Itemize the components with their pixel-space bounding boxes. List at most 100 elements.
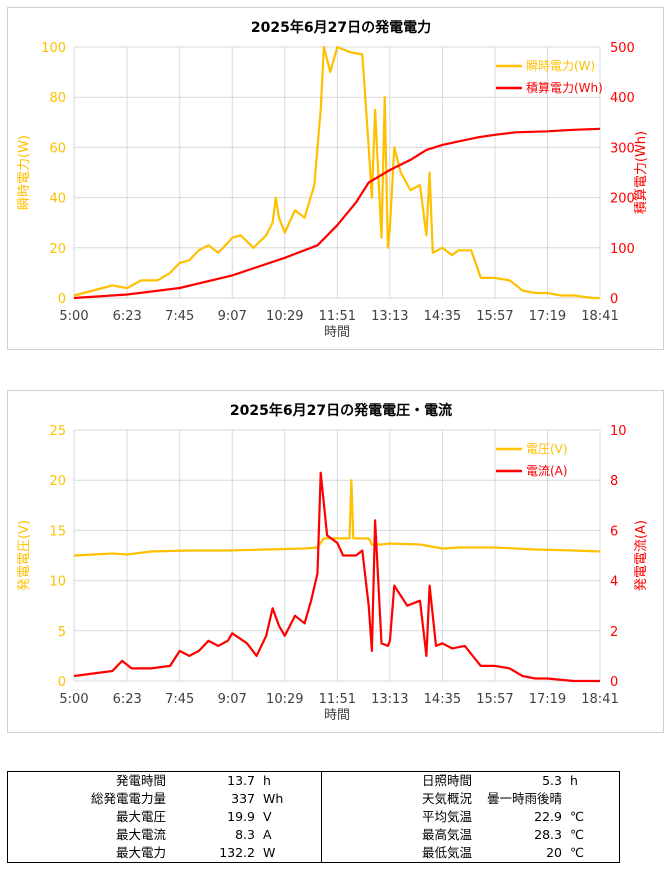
- series-line-2: [73, 127, 601, 300]
- summary-row: 総発電電力量 337 Wh 天気概況 曇一時雨後晴: [7, 790, 620, 808]
- summary-row: 最大電流 8.3 A 最高気温 28.3 ℃: [7, 826, 620, 844]
- x-tick-label: 17:19: [529, 692, 566, 707]
- summary-value: 19.9: [227, 809, 255, 824]
- y-right-axis-label: 発電電流(A): [634, 520, 649, 591]
- y-left-tick-label: 40: [49, 192, 66, 207]
- x-tick-label: 15:57: [476, 692, 513, 707]
- y-left-tick-label: 10: [49, 575, 66, 590]
- y-left-tick-label: 20: [49, 474, 66, 489]
- y-right-tick-label: 8: [610, 474, 618, 489]
- summary-label: 最高気温: [421, 827, 472, 842]
- y-left-tick-label: 100: [41, 41, 66, 56]
- x-tick-label: 13:13: [371, 692, 408, 707]
- legend-label-1: 電圧(V): [526, 442, 568, 456]
- y-right-tick-label: 200: [610, 192, 635, 207]
- summary-unit: h: [566, 771, 620, 790]
- y-right-tick-label: 6: [610, 524, 618, 539]
- summary-label: 総発電電力量: [7, 790, 166, 808]
- y-left-tick-label: 0: [58, 292, 66, 307]
- x-axis-label: 時間: [324, 708, 350, 723]
- y-right-axis-label: 積算電力(Wh): [634, 131, 649, 214]
- summary-value: 22.9: [534, 809, 562, 824]
- legend-label-1: 瞬時電力(W): [526, 59, 595, 73]
- x-tick-label: 14:35: [424, 692, 461, 707]
- y-left-tick-label: 20: [49, 242, 66, 257]
- legend-label-2: 積算電力(Wh): [526, 80, 603, 95]
- summary-unit: ℃: [566, 808, 620, 826]
- summary-value: 8.3: [235, 827, 255, 842]
- series-line-1: [73, 479, 601, 557]
- y-left-tick-label: 0: [58, 675, 66, 690]
- daily-summary-table: 発電時間 13.7 h 日照時間 5.3 h 総発電電力量 337 Wh 天気概況 曇一時雨後晴 最大…: [7, 771, 620, 863]
- y-left-tick-label: 25: [49, 424, 66, 439]
- summary-unit: h: [259, 771, 322, 790]
- x-tick-label: 7:45: [165, 692, 194, 707]
- y-right-tick-label: 0: [610, 675, 618, 690]
- legend-label-2: 電流(A): [526, 464, 568, 478]
- power-chart-svg: 0 20 40 60 80 100 0 100 200 300 400 500 5:00 6:23 7:45…: [17, 19, 649, 340]
- x-tick-label: 11:51: [319, 309, 356, 324]
- x-tick-label: 5:00: [59, 309, 88, 324]
- x-tick-label: 13:13: [371, 309, 408, 324]
- y-left-tick-label: 5: [58, 625, 66, 640]
- summary-unit: V: [259, 808, 322, 826]
- summary-unit: A: [259, 826, 322, 844]
- summary-value: 20: [472, 844, 566, 863]
- summary-value: 132.2: [166, 844, 259, 863]
- x-tick-label: 5:00: [59, 692, 88, 707]
- summary-value: 337: [231, 791, 255, 806]
- x-tick-label: 18:41: [581, 692, 618, 707]
- y-right-tick-label: 300: [610, 141, 635, 156]
- power-chart: 0 20 40 60 80 100 0 100 200 300 400 500 5:00 6:23 7:45…: [7, 7, 664, 350]
- summary-value: 曇一時雨後晴: [486, 791, 562, 806]
- y-right-tick-label: 400: [610, 91, 635, 106]
- y-left-axis-label: 瞬時電力(W): [17, 135, 32, 210]
- voltage-current-chart: 0 5 10 15 20 25 0 2 4 6 8 10 5:00 6:23 7:45 9:07 10:29 11…: [7, 390, 664, 733]
- y-right-tick-label: 500: [610, 41, 635, 56]
- series-line-2: [73, 471, 600, 683]
- series-line-1: [73, 45, 600, 300]
- summary-unit: [566, 790, 620, 808]
- summary-row: 発電時間 13.7 h 日照時間 5.3 h: [7, 771, 620, 790]
- x-tick-label: 6:23: [113, 309, 142, 324]
- summary-label: 平均気温: [421, 809, 472, 824]
- x-tick-label: 17:19: [529, 309, 566, 324]
- summary-label: 最大電圧: [7, 808, 166, 826]
- y-right-tick-label: 4: [610, 575, 618, 590]
- summary-label: 発電時間: [7, 771, 166, 790]
- x-tick-label: 7:45: [165, 309, 194, 324]
- summary-label: 最大電流: [7, 826, 166, 844]
- x-tick-label: 10:29: [266, 692, 303, 707]
- x-tick-label: 15:57: [476, 309, 513, 324]
- summary-label: 最低気温: [321, 844, 472, 863]
- summary-unit: W: [259, 844, 322, 863]
- summary-value: 5.3: [472, 771, 566, 790]
- chart-title: 2025年6月27日の発電電圧・電流: [230, 402, 452, 419]
- y-right-tick-label: 100: [610, 242, 635, 257]
- chart-title: 2025年6月27日の発電電力: [251, 19, 431, 36]
- x-tick-label: 9:07: [218, 692, 247, 707]
- x-axis-label: 時間: [324, 325, 350, 340]
- y-left-tick-label: 60: [49, 141, 66, 156]
- x-tick-label: 6:23: [113, 692, 142, 707]
- summary-label: 天気概況: [421, 791, 472, 806]
- summary-row: 最大電力 132.2 W 最低気温 20 ℃: [7, 844, 620, 863]
- y-left-tick-label: 80: [49, 91, 66, 106]
- y-right-tick-label: 2: [610, 625, 618, 640]
- x-tick-label: 10:29: [266, 309, 303, 324]
- x-tick-label: 18:41: [581, 309, 618, 324]
- summary-value: 13.7: [166, 771, 259, 790]
- summary-label: 最大電力: [7, 844, 166, 863]
- summary-unit: ℃: [566, 826, 620, 844]
- voltage-current-chart-svg: 0 5 10 15 20 25 0 2 4 6 8 10 5:00 6:23 7:45 9:07 10:29 11…: [17, 402, 649, 723]
- x-tick-label: 14:35: [424, 309, 461, 324]
- summary-label: 日照時間: [321, 771, 472, 790]
- summary-unit: Wh: [259, 790, 322, 808]
- x-tick-label: 9:07: [218, 309, 247, 324]
- y-left-tick-label: 15: [49, 524, 66, 539]
- y-left-axis-label: 発電電圧(V): [17, 520, 32, 591]
- summary-unit: ℃: [566, 844, 620, 863]
- summary-value: 28.3: [534, 827, 562, 842]
- summary-row: 最大電圧 19.9 V 平均気温 22.9 ℃: [7, 808, 620, 826]
- y-right-tick-label: 0: [610, 292, 618, 307]
